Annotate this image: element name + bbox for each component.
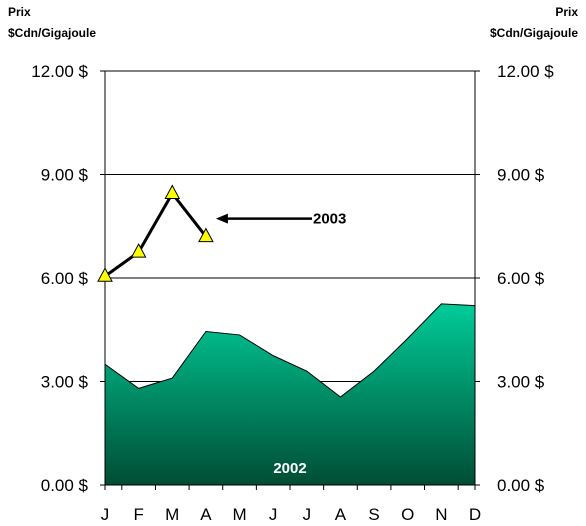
series-2003-arrow-head	[215, 213, 228, 224]
month-label-2: M	[165, 505, 179, 524]
tick-labels: 0.00 $ 0.00 $ 3.00 $ 3.00 $ 6.00 $ 6.00 $ 9.00…	[31, 62, 554, 524]
month-label-8: S	[368, 505, 379, 524]
month-label-7: A	[335, 505, 347, 524]
right-ytick-label-0: 0.00 $	[497, 476, 545, 495]
right-axis-unit-line2: $Cdn/Gigajoule	[490, 26, 578, 40]
marker-2003-3	[198, 227, 214, 243]
month-label-1: F	[133, 505, 143, 524]
right-ytick-label-2: 6.00 $	[497, 269, 545, 288]
line-2003	[104, 191, 208, 278]
series-2002-label: 2002	[273, 460, 306, 477]
month-label-10: N	[435, 505, 447, 524]
month-label-9: O	[401, 505, 414, 524]
marker-2003-2	[164, 184, 181, 199]
marker-2003-0	[97, 267, 113, 282]
month-label-4: M	[232, 505, 246, 524]
series-2003-line	[97, 184, 214, 282]
left-ytick-label-1: 3.00 $	[41, 373, 89, 392]
left-ytick-label-4: 12.00 $	[31, 62, 88, 81]
left-ytick-label-2: 6.00 $	[41, 269, 89, 288]
right-axis-unit-line1: Prix	[555, 5, 578, 19]
left-axis-unit-line2: $Cdn/Gigajoule	[8, 26, 96, 40]
left-ytick-label-0: 0.00 $	[41, 476, 89, 495]
right-ytick-label-4: 12.00 $	[497, 62, 554, 81]
right-ytick-label-1: 3.00 $	[497, 373, 545, 392]
month-label-6: J	[303, 505, 312, 524]
month-label-3: A	[200, 505, 212, 524]
series-2003-label: 2003	[313, 211, 346, 228]
month-label-11: D	[469, 505, 481, 524]
area-fill-2002	[105, 303, 475, 485]
left-axis-unit-line1: Prix	[8, 5, 31, 19]
month-label-5: J	[269, 505, 278, 524]
left-ytick-label-3: 9.00 $	[41, 166, 89, 185]
series-2003-annotation: 2003	[215, 211, 346, 228]
series-2002-area	[104, 303, 476, 485]
area-outline-2002	[104, 303, 476, 398]
month-label-0: J	[101, 505, 110, 524]
marker-2003-1	[130, 243, 147, 258]
right-ytick-label-3: 9.00 $	[497, 166, 545, 185]
